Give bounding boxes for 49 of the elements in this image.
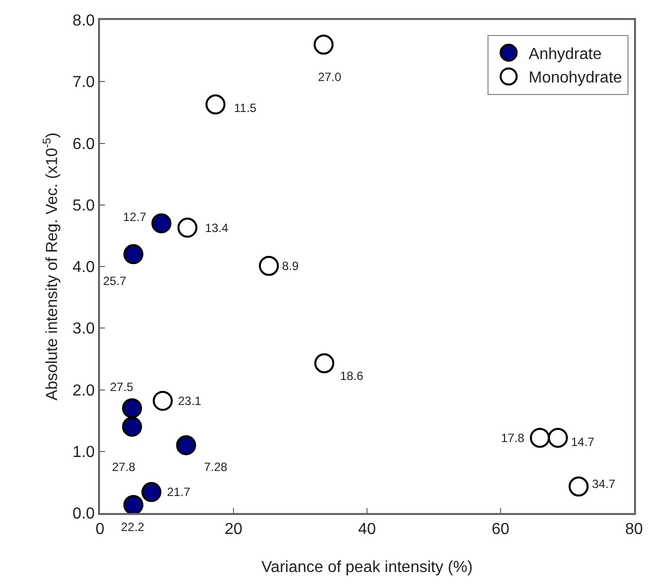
point [314, 353, 334, 374]
x-tick-label: 60 [492, 521, 510, 538]
point [548, 428, 568, 448]
annotation: 27.5 [110, 380, 134, 394]
y-tick-label: 2.0 [72, 382, 95, 400]
annotation: 17.8 [501, 431, 525, 445]
annotation: 18.6 [340, 369, 364, 383]
point [176, 435, 196, 456]
annotation: 25.7 [103, 274, 127, 288]
legend-label: Anhydrate [528, 46, 602, 63]
x-tick-label: 0 [96, 521, 105, 538]
annotation: 27.0 [318, 70, 342, 84]
annotation: 21.7 [167, 485, 191, 499]
y-tick-label: 8.0 [72, 12, 95, 30]
point [530, 428, 550, 448]
y-tick-label: 6.0 [72, 136, 95, 153]
x-tick-label: 40 [358, 521, 376, 538]
annotation: 11.5 [234, 101, 257, 115]
point [314, 34, 334, 55]
point [123, 494, 144, 515]
point [122, 398, 142, 418]
y-tick-label: 1.0 [72, 444, 95, 461]
x-tick-label: 80 [625, 521, 643, 538]
annotation: 8.9 [282, 259, 300, 273]
point [151, 213, 172, 234]
annotation: 12.7 [123, 210, 147, 224]
point [123, 244, 144, 264]
legend-label: Monohydrate [528, 70, 622, 87]
point [122, 416, 142, 437]
annotation: 7.28 [204, 460, 228, 474]
annotation: 23.1 [178, 394, 202, 408]
annotation: 13.4 [205, 221, 229, 235]
annotation: 14.7 [571, 435, 595, 449]
y-tick-label: 0.0 [72, 506, 95, 523]
y-tick-label: 3.0 [72, 320, 95, 338]
point [141, 482, 162, 502]
annotation: 22.2 [121, 520, 145, 534]
point [258, 256, 279, 276]
y-tick-label: 7.0 [72, 74, 95, 92]
y-tick-label: 5.0 [72, 197, 95, 214]
annotation: 27.8 [112, 460, 136, 474]
point [177, 218, 198, 238]
point [152, 390, 173, 411]
annotation: 34.7 [592, 477, 616, 491]
point [568, 476, 589, 496]
y-tick-label: 4.0 [72, 259, 95, 276]
point [205, 94, 226, 114]
x-axis-title: Variance of peak intensity (%) [261, 559, 473, 576]
x-tick-label: 20 [224, 521, 242, 538]
